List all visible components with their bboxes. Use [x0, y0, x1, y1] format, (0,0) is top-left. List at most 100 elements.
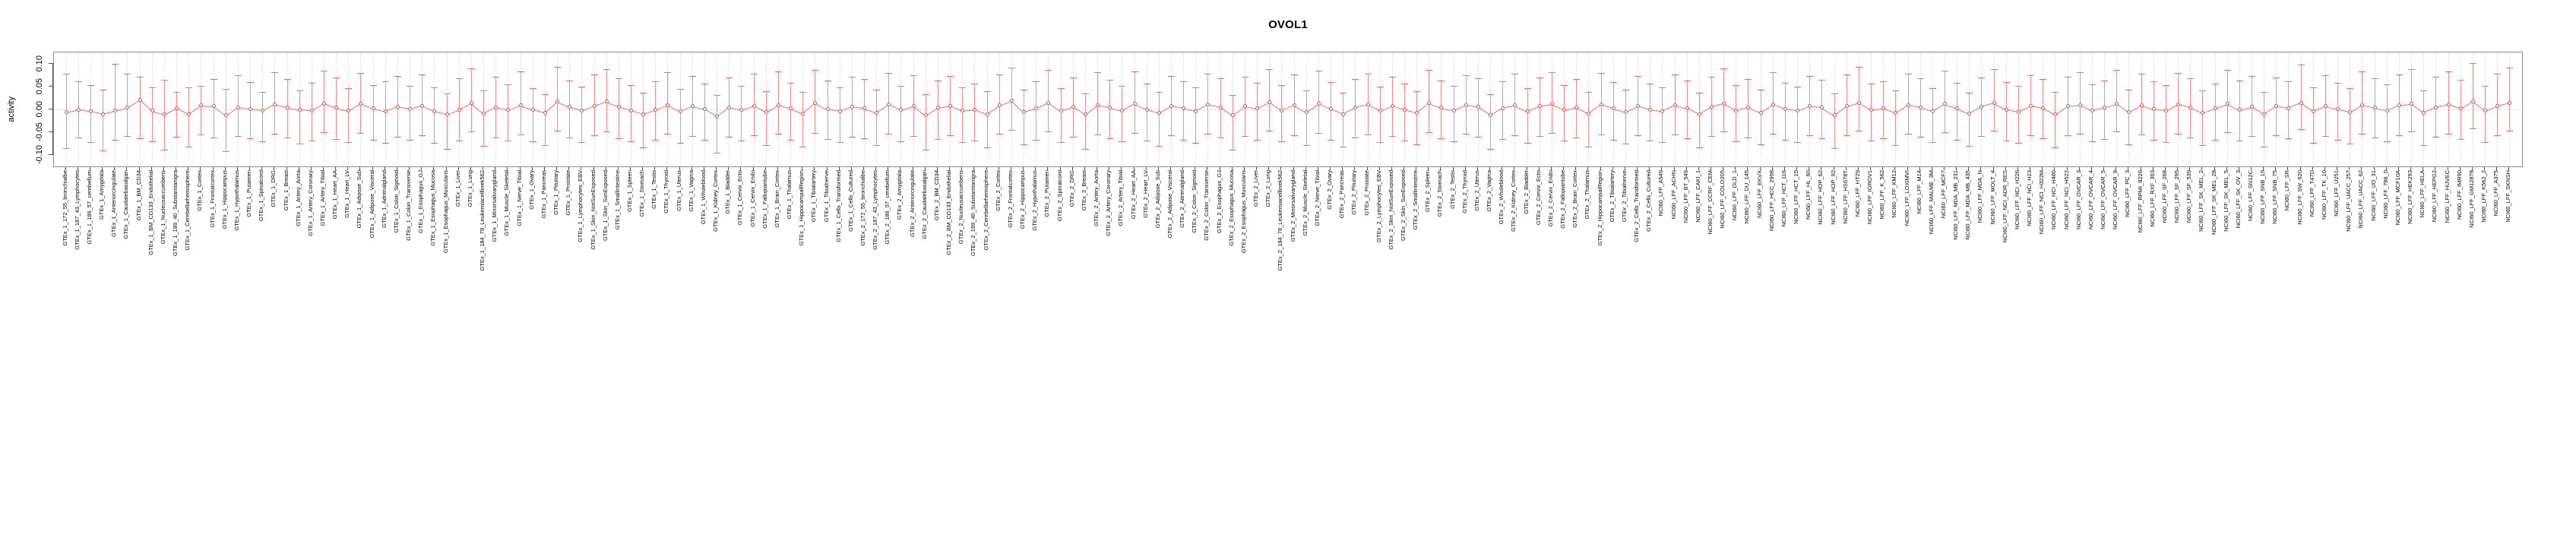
- data-point[interactable]: [2299, 100, 2303, 105]
- data-point[interactable]: [1059, 109, 1063, 113]
- data-point[interactable]: [1979, 104, 1984, 109]
- data-point[interactable]: [2078, 103, 2082, 107]
- data-point[interactable]: [764, 110, 768, 115]
- data-point[interactable]: [776, 103, 780, 107]
- data-point[interactable]: [261, 108, 265, 112]
- data-point[interactable]: [1685, 106, 1689, 110]
- data-point[interactable]: [2397, 103, 2401, 108]
- data-point[interactable]: [2090, 108, 2094, 112]
- data-point[interactable]: [494, 105, 498, 109]
- data-point[interactable]: [2360, 103, 2365, 107]
- data-point[interactable]: [2422, 110, 2426, 115]
- data-point[interactable]: [825, 106, 830, 111]
- data-point[interactable]: [199, 103, 204, 108]
- data-point[interactable]: [580, 109, 584, 113]
- data-point[interactable]: [1734, 108, 1739, 112]
- data-point[interactable]: [837, 109, 842, 113]
- data-point[interactable]: [2115, 101, 2119, 106]
- data-point[interactable]: [1930, 109, 1935, 113]
- data-point[interactable]: [248, 106, 253, 111]
- data-point[interactable]: [506, 108, 511, 112]
- data-point[interactable]: [1255, 106, 1260, 111]
- data-point[interactable]: [1120, 108, 1125, 112]
- data-point[interactable]: [1157, 111, 1161, 115]
- data-point[interactable]: [1587, 111, 1591, 115]
- data-point[interactable]: [666, 103, 670, 107]
- data-point[interactable]: [1267, 100, 1272, 104]
- data-point[interactable]: [2029, 103, 2033, 108]
- data-point[interactable]: [2348, 110, 2353, 115]
- data-point[interactable]: [2262, 112, 2267, 116]
- data-point[interactable]: [2410, 101, 2414, 106]
- data-point[interactable]: [1182, 106, 1186, 110]
- data-point[interactable]: [690, 104, 695, 109]
- data-point[interactable]: [2213, 106, 2217, 111]
- data-point[interactable]: [1894, 111, 1898, 115]
- data-point[interactable]: [948, 103, 953, 108]
- data-point[interactable]: [359, 101, 363, 106]
- data-point[interactable]: [236, 105, 240, 109]
- data-point[interactable]: [2286, 106, 2291, 110]
- data-point[interactable]: [801, 111, 805, 115]
- data-point[interactable]: [2016, 109, 2021, 114]
- data-point[interactable]: [739, 108, 744, 112]
- data-point[interactable]: [1709, 104, 1714, 109]
- data-point[interactable]: [2201, 111, 2205, 115]
- data-point[interactable]: [1856, 100, 1861, 105]
- data-point[interactable]: [1230, 113, 1235, 118]
- data-point[interactable]: [76, 107, 81, 112]
- data-point[interactable]: [175, 106, 179, 110]
- data-point[interactable]: [911, 104, 916, 109]
- data-point[interactable]: [2385, 108, 2389, 112]
- data-point[interactable]: [347, 109, 351, 113]
- data-point[interactable]: [420, 103, 425, 108]
- data-point[interactable]: [2323, 104, 2328, 109]
- data-point[interactable]: [1537, 104, 1542, 109]
- data-point[interactable]: [1967, 111, 1972, 115]
- data-point[interactable]: [1562, 108, 1567, 112]
- data-point[interactable]: [1218, 105, 1223, 109]
- data-point[interactable]: [555, 100, 560, 104]
- data-point[interactable]: [1476, 104, 1480, 109]
- data-point[interactable]: [1451, 108, 1456, 112]
- data-point[interactable]: [727, 105, 732, 109]
- data-point[interactable]: [1808, 103, 1812, 108]
- data-point[interactable]: [1415, 110, 1419, 115]
- data-point[interactable]: [1108, 106, 1112, 110]
- data-point[interactable]: [592, 103, 597, 108]
- data-point[interactable]: [1206, 102, 1210, 106]
- data-point[interactable]: [2249, 104, 2254, 109]
- data-point[interactable]: [2225, 102, 2229, 106]
- data-point[interactable]: [850, 104, 854, 109]
- data-point[interactable]: [935, 106, 940, 110]
- data-point[interactable]: [2508, 101, 2512, 106]
- data-point[interactable]: [997, 103, 1002, 108]
- data-point[interactable]: [113, 109, 118, 113]
- data-point[interactable]: [445, 112, 449, 117]
- data-point[interactable]: [2151, 106, 2156, 111]
- data-point[interactable]: [1390, 103, 1394, 108]
- data-point[interactable]: [1599, 102, 1603, 106]
- data-point[interactable]: [715, 114, 720, 119]
- data-point[interactable]: [1427, 101, 1432, 106]
- data-point[interactable]: [862, 106, 866, 111]
- data-point[interactable]: [641, 112, 646, 116]
- data-point[interactable]: [211, 104, 216, 109]
- data-point[interactable]: [2053, 112, 2058, 117]
- data-point[interactable]: [628, 108, 633, 112]
- data-point[interactable]: [1341, 112, 1346, 116]
- data-point[interactable]: [1304, 110, 1309, 115]
- data-point[interactable]: [1046, 100, 1051, 105]
- data-point[interactable]: [1513, 103, 1517, 108]
- data-point[interactable]: [1648, 107, 1653, 112]
- data-point[interactable]: [543, 110, 547, 115]
- data-point[interactable]: [518, 103, 523, 108]
- data-point[interactable]: [2470, 99, 2475, 103]
- data-point[interactable]: [2163, 109, 2168, 113]
- data-point[interactable]: [1329, 106, 1334, 111]
- data-point[interactable]: [1366, 102, 1370, 106]
- data-point[interactable]: [1096, 103, 1100, 107]
- data-point[interactable]: [813, 101, 818, 106]
- data-point[interactable]: [973, 107, 977, 112]
- data-point[interactable]: [1353, 105, 1358, 109]
